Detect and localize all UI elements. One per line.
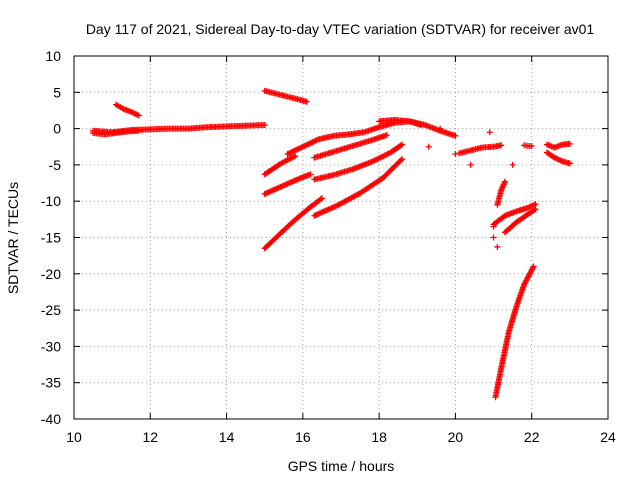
data-point (399, 141, 406, 148)
data-point (317, 196, 324, 203)
y-tick-label: -40 (41, 411, 61, 427)
data-point (397, 157, 404, 164)
data-point (452, 132, 459, 139)
series-s12 (376, 116, 459, 139)
data-point (399, 156, 406, 163)
series-s7 (261, 195, 325, 252)
y-tick-label: -30 (41, 338, 61, 354)
series-s11 (311, 156, 406, 219)
series-s21 (425, 125, 516, 250)
y-tick-label: -20 (41, 266, 61, 282)
x-tick-label: 18 (371, 429, 387, 445)
data-point (490, 223, 497, 230)
series-s6 (261, 171, 314, 197)
x-tick-label: 20 (448, 429, 464, 445)
data-point (490, 234, 497, 241)
data-point (528, 143, 535, 150)
data-point (318, 195, 325, 202)
series-s9 (311, 132, 390, 161)
x-tick-label: 22 (524, 429, 540, 445)
x-tick-label: 14 (219, 429, 235, 445)
y-tick-label: -10 (41, 193, 61, 209)
x-tick-label: 10 (66, 429, 82, 445)
y-tick-label: -35 (41, 375, 61, 391)
data-point (566, 140, 573, 147)
y-tick-label: -25 (41, 302, 61, 318)
data-point (532, 206, 539, 213)
data-point (397, 142, 404, 149)
series-s13 (456, 142, 505, 157)
series-s5 (261, 153, 299, 178)
y-axis-label: SDTVAR / TECUs (5, 182, 21, 294)
x-tick-label: 12 (142, 429, 158, 445)
y-tick-label: 5 (53, 84, 61, 100)
data-point (292, 153, 299, 160)
series-s17 (494, 178, 509, 208)
x-axis-label: GPS time / hours (288, 458, 395, 474)
series-s4 (261, 87, 310, 105)
series-s3 (112, 101, 142, 119)
grid (74, 56, 608, 419)
x-tick-label: 16 (295, 429, 311, 445)
axes: 10 12 14 16 18 20 22 24 10 5 0 -5 -10 -15 -20 -25 -30 -35… (41, 48, 616, 445)
data-point (486, 129, 493, 136)
data-point (261, 121, 268, 128)
series-s8 (284, 118, 425, 158)
data-point (135, 112, 142, 119)
y-tick-label: 10 (45, 48, 61, 64)
data-point (502, 178, 509, 185)
series-s2 (90, 127, 142, 138)
y-tick-label: -15 (41, 230, 61, 246)
y-tick-label: -5 (49, 157, 62, 173)
data-point (532, 201, 539, 208)
series-s18 (543, 140, 573, 151)
y-tick-label: 0 (53, 121, 61, 137)
plot-area (90, 87, 573, 401)
data-point (498, 142, 505, 149)
data-point (437, 125, 444, 132)
series-s15 (502, 206, 539, 236)
data-point (566, 160, 573, 167)
series-s14 (490, 201, 539, 228)
data-point (531, 207, 538, 214)
series-s19 (543, 149, 573, 167)
data-point (452, 151, 459, 158)
data-point (530, 263, 537, 270)
data-point (307, 171, 314, 178)
series-s10 (311, 141, 406, 183)
series-s16 (492, 263, 537, 401)
chart-title: Day 117 of 2021, Sidereal Day-to-day VTE… (86, 21, 595, 37)
data-point (425, 143, 432, 150)
data-point (509, 161, 516, 168)
data-point (135, 127, 142, 134)
data-point (383, 132, 390, 139)
data-point (494, 243, 501, 250)
data-point (467, 161, 474, 168)
data-point (303, 98, 310, 105)
series-s20 (521, 142, 535, 150)
x-tick-label: 24 (600, 429, 616, 445)
